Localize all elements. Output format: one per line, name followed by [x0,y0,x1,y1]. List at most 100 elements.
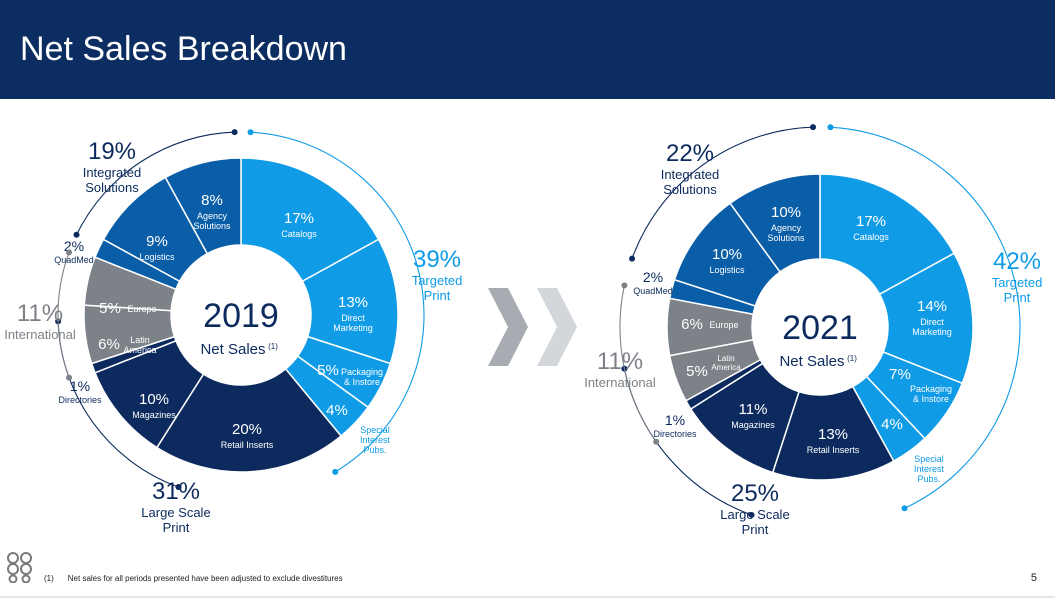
slice-label-latin-america: 5%Latin America [686,354,741,380]
slice-name-packaging-instore: Packaging & Instore [341,367,383,387]
group-label-targeted-print: 42%Targeted Print [992,248,1043,305]
slice-value-magazines: 11% [739,401,768,418]
group-arc-end-dot [810,124,817,131]
slice-label-agency-solutions: 10% Agency Solutions [767,204,805,243]
slice-label-agency-solutions: 8% Agency Solutions [193,192,231,231]
page-number: 5 [1030,572,1037,584]
footnote: (1) Net sales for all periods presented h… [44,574,343,583]
chevron-arrow-icon [488,288,528,366]
slice-value-directories: 1% [70,378,90,394]
outside-label-directories: 1%Directories [653,412,697,439]
slice-value-packaging-instore: 5% [317,362,339,379]
slice-label-retail-inserts: 13% Retail Inserts [807,426,860,455]
group-value-large-scale-print: 31% [152,478,200,505]
slice-name-quadmed: QuadMed [54,255,94,265]
slice-name-logistics: Logistics [139,252,175,262]
group-arc-international [57,252,70,378]
slice-value-latin-america: 5% [686,363,708,380]
group-arc-international [619,285,657,443]
slice-agency-solutions [164,157,242,255]
group-arc-end-dot [332,468,339,475]
slice-value-europe: 6% [681,316,703,333]
slice-value-catalogs: 17% [284,210,314,227]
group-name-large-scale-print: Large Scale Print [720,507,789,537]
group-arc-end-dot [175,483,182,490]
group-value-targeted-print: 39% [413,246,461,273]
group-label-large-scale-print: 25%Large Scale Print [720,480,789,537]
slice-name-direct-marketing: Direct Marketing [912,317,952,337]
slice-name-retail-inserts: Retail Inserts [807,445,860,455]
slice-catalogs [240,157,380,283]
slice-label-logistics: 9% Logistics [139,233,175,262]
slice-name-agency-solutions: Agency Solutions [193,211,231,231]
group-arc-end-dot [748,511,755,518]
slice-value-retail-inserts: 20% [232,421,262,438]
center-sublabel: Net Sales [200,341,265,358]
slice-value-agency-solutions: 8% [201,192,223,209]
outside-label-directories: 1%Directories [58,378,102,405]
slice-value-directories: 1% [665,412,685,428]
group-arc-integrated-solutions [76,131,235,236]
slice-direct-marketing [878,252,974,385]
footnote-marker: (1) [44,574,54,583]
group-arc-end-dot [901,505,908,512]
center-footnote-marker: (1) [268,342,278,351]
slice-name-latin-america: Latin America [711,354,741,372]
group-value-targeted-print: 42% [993,248,1041,275]
slice-label-logistics: 10% Logistics [709,246,745,275]
group-name-international: International [584,375,656,390]
group-name-integrated-solutions: Integrated Solutions [661,167,720,197]
pie-chart-2021: 17% Catalogs 14% Direct Marketing 7%Packaging… [584,124,1042,537]
slice-name-special-interest-pubs: Special Interest Pubs. [914,454,945,484]
outside-label-quadmed: 2%QuadMed [633,269,673,296]
slice-name-direct-marketing: Direct Marketing [333,313,373,333]
slice-name-latin-america: Latin America [123,335,156,355]
group-arc-end-dot [827,124,834,131]
group-arc-targeted-print [250,131,425,473]
slice-value-europe: 5% [99,300,121,317]
page-title: Net Sales Breakdown [20,30,347,68]
title-bar: Net Sales Breakdown [0,0,1055,99]
slice-value-logistics: 10% [712,246,742,263]
slice-value-logistics: 9% [146,233,168,250]
slice-value-retail-inserts: 13% [818,426,848,443]
group-name-targeted-print: Targeted Print [412,273,463,303]
center-footnote-marker: (1) [847,354,857,363]
slice-name-magazines: Magazines [731,420,775,430]
slice-value-special-interest-pubs: 4% [326,402,348,419]
slice-label-magazines: 10% Magazines [132,391,176,420]
slice-value-catalogs: 17% [856,213,886,230]
group-value-international: 11% [597,348,643,375]
slice-name-logistics: Logistics [709,265,745,275]
outside-label-quadmed: 2%QuadMed [54,238,94,265]
slice-value-packaging-instore: 7% [889,366,911,383]
bottom-divider [0,596,1055,598]
slice-name-directories: Directories [653,429,697,439]
group-label-targeted-print: 39%Targeted Print [412,246,463,303]
group-name-international: International [4,327,76,342]
slice-name-magazines: Magazines [132,410,176,420]
group-arc-targeted-print [830,126,1021,509]
group-label-large-scale-print: 31%Large Scale Print [141,478,210,535]
group-name-large-scale-print: Large Scale Print [141,505,210,535]
slice-value-latin-america: 6% [98,336,120,353]
group-arc-end-dot [629,255,636,262]
group-value-large-scale-print: 25% [731,480,779,507]
group-value-international: 11% [17,300,63,327]
group-arc-end-dot [66,374,73,381]
slice-label-europe: 6% Europe [681,316,738,333]
slice-label-packaging-instore: 7%Packaging & Instore [889,366,952,404]
group-arc-end-dot [73,231,80,238]
slice-label-latin-america: 6% Latin America [98,335,156,355]
slice-name-retail-inserts: Retail Inserts [221,440,274,450]
slice-label-direct-marketing: 14% Direct Marketing [912,298,952,337]
slice-name-europe: Europe [709,320,738,330]
group-label-international: 11%International [584,348,656,390]
slice-name-europe: Europe [127,304,156,314]
slice-value-magazines: 10% [139,391,169,408]
slice-label-magazines: 11% Magazines [731,401,775,430]
group-name-integrated-solutions: Integrated Solutions [83,165,142,195]
group-arc-integrated-solutions [631,126,814,259]
slice-label-packaging-instore: 5% Packaging & Instore [317,362,383,387]
